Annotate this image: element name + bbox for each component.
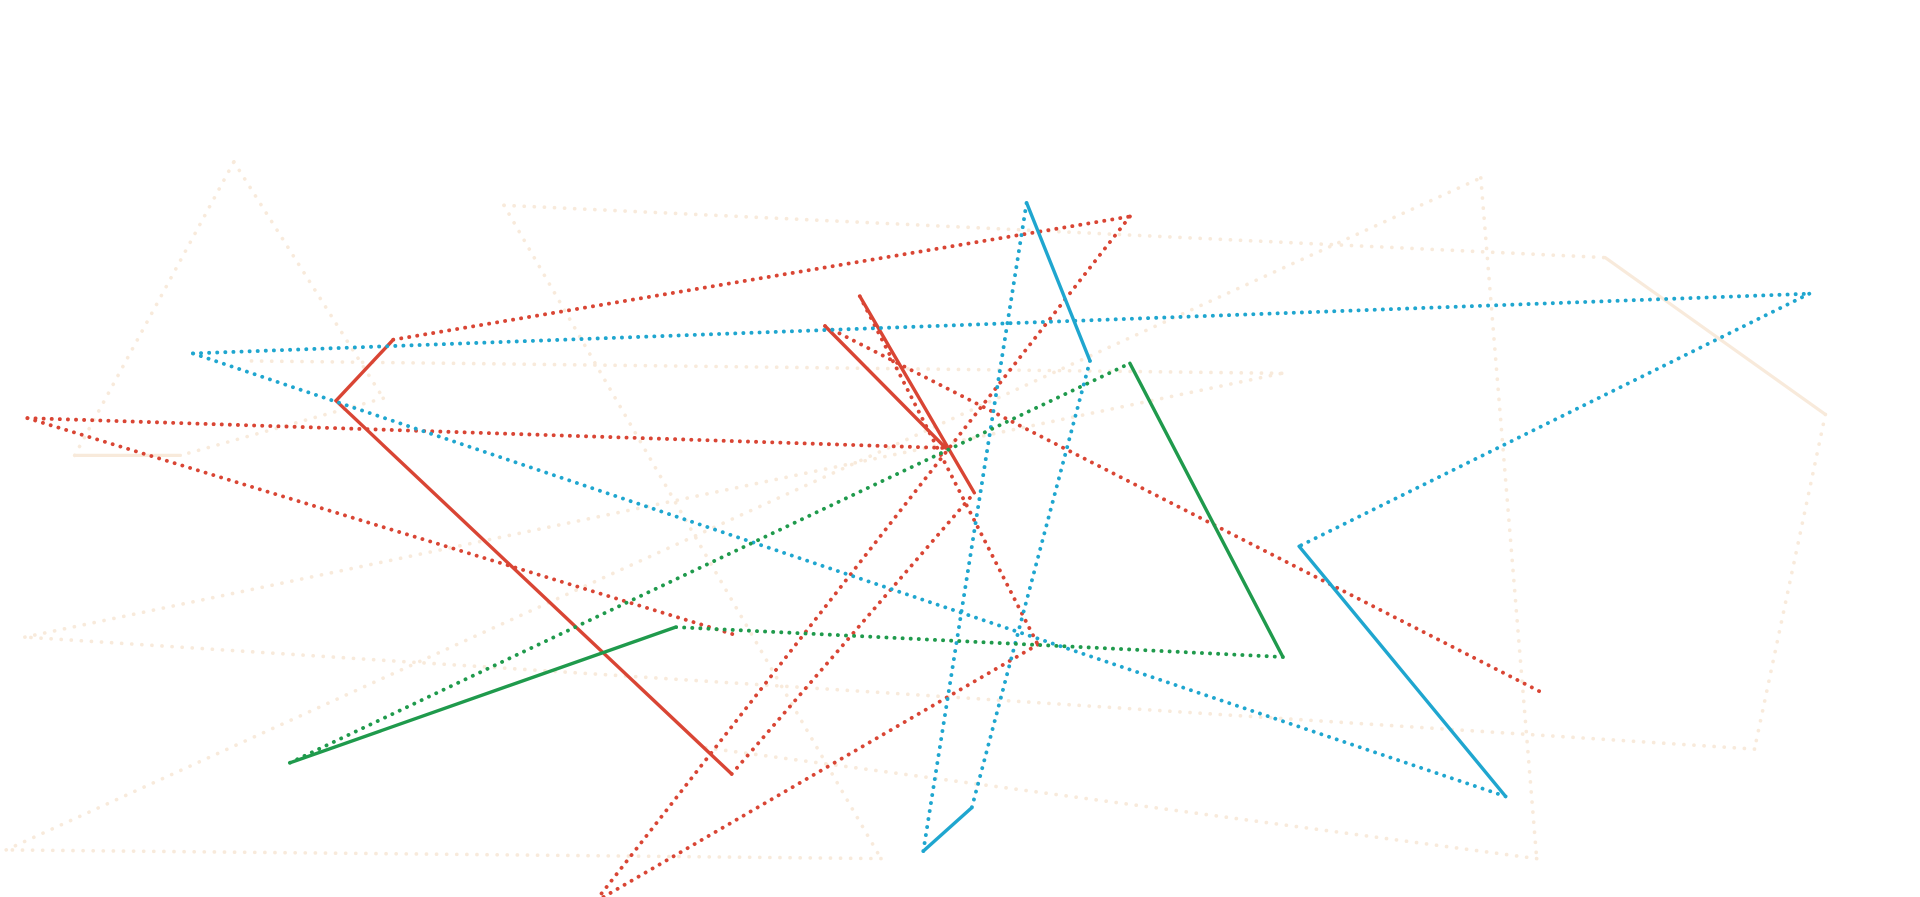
stroke-red-segment	[25, 416, 948, 450]
stroke-peach-segment	[247, 359, 1284, 376]
stroke-red-segment	[334, 399, 734, 776]
stroke-blue-segment	[190, 291, 1812, 356]
stroke-peach-segment	[23, 635, 1757, 751]
stroke-red-segment	[391, 214, 1132, 342]
blue-stroke-layer	[190, 200, 1812, 853]
stroke-red-segment	[729, 490, 977, 776]
stroke-red-segment	[596, 214, 1132, 897]
red-stroke-layer	[25, 214, 1545, 897]
stroke-red-segment	[25, 416, 737, 637]
stroke-peach-segment	[1752, 412, 1828, 751]
stroke-peach-segment	[23, 371, 1284, 639]
stroke-blue-segment	[921, 805, 974, 853]
stroke-red-segment	[823, 324, 1545, 695]
stroke-red-segment	[858, 294, 976, 495]
stroke-green-segment	[1128, 361, 1285, 659]
stroke-green-segment	[288, 625, 678, 765]
stroke-peach-segment	[1603, 256, 1828, 416]
stroke-blue-segment	[1024, 201, 1092, 363]
stroke-red-segment	[857, 294, 1040, 647]
stroke-peach-segment	[502, 203, 1607, 260]
stroke-peach-segment	[232, 160, 386, 401]
green-stroke-layer	[287, 361, 1285, 765]
stroke-green-segment	[287, 361, 1132, 765]
peach-stroke-layer	[4, 160, 1828, 861]
stroke-peach-segment	[4, 848, 883, 861]
stroke-red-segment	[334, 338, 395, 403]
stroke-blue-segment	[1297, 544, 1508, 799]
stroke-peach-segment	[694, 744, 1539, 861]
stroke-blue-segment	[1297, 291, 1812, 549]
